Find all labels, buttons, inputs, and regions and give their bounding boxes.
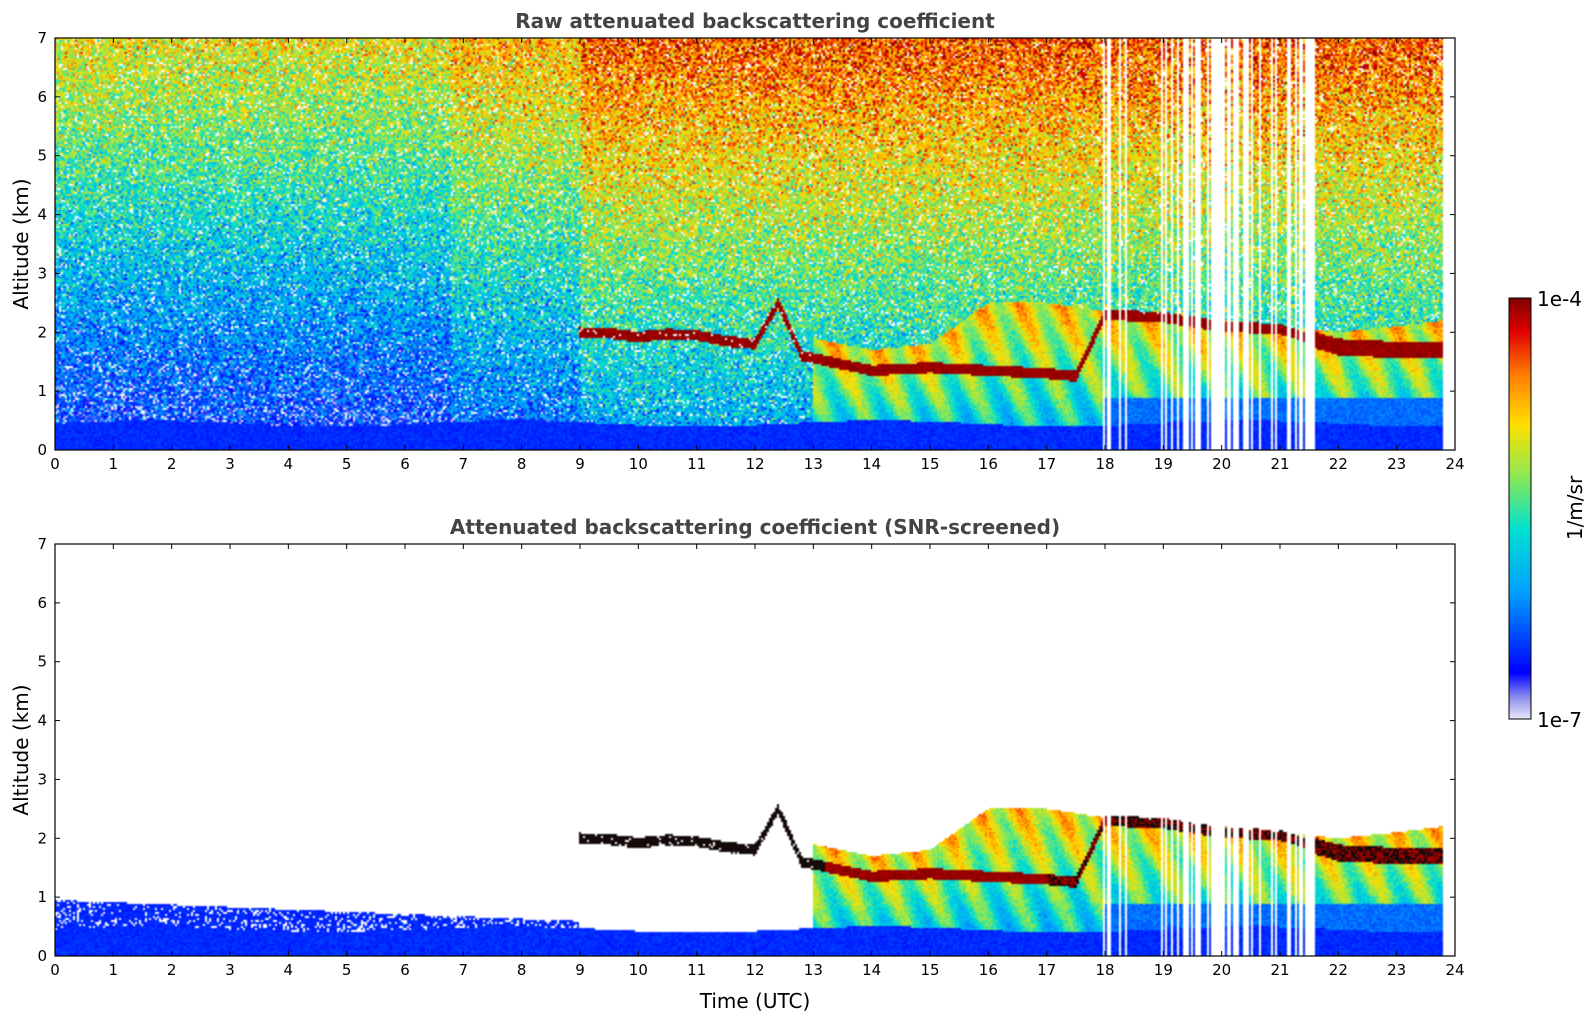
x-tick-label: 12 [745, 455, 764, 473]
x-tick-label: 16 [979, 961, 998, 979]
y-tick-label: 2 [37, 323, 47, 341]
x-tick-label: 4 [284, 961, 294, 979]
y-tick-label: 3 [37, 264, 47, 282]
x-tick-label: 15 [920, 961, 939, 979]
y-tick-label: 1 [37, 888, 47, 906]
x-tick-label: 20 [1212, 961, 1231, 979]
x-tick-label: 14 [862, 455, 881, 473]
x-tick-label: 5 [342, 961, 352, 979]
panel-1-y-axis: 0 1 2 3 4 5 6 7 [37, 29, 1455, 459]
x-tick-label: 18 [1095, 961, 1114, 979]
x-tick-label: 14 [862, 961, 881, 979]
x-tick-label: 11 [687, 961, 706, 979]
x-tick-label: 2 [167, 455, 177, 473]
y-tick-label: 6 [37, 88, 47, 106]
x-tick-label: 20 [1212, 455, 1231, 473]
y-tick-label: 4 [37, 712, 47, 730]
x-tick-label: 17 [1037, 961, 1056, 979]
colorbar-gradient [1508, 297, 1532, 720]
x-tick-label: 3 [225, 961, 235, 979]
x-tick-label: 17 [1037, 455, 1056, 473]
y-tick-label: 3 [37, 770, 47, 788]
x-tick-label: 19 [1154, 455, 1173, 473]
panel-1-heatmap [55, 38, 1455, 450]
x-tick-label: 2 [167, 961, 177, 979]
x-tick-label: 23 [1387, 961, 1406, 979]
x-tick-label: 12 [745, 961, 764, 979]
y-tick-label: 7 [37, 535, 47, 553]
x-tick-label: 16 [979, 455, 998, 473]
screened-backscatter-panel: Attenuated backscattering coefficient (S… [9, 515, 1465, 1013]
colorbar: 1e-4 1e-7 1/m/sr [1508, 287, 1587, 732]
y-tick-label: 2 [37, 829, 47, 847]
y-tick-label: 4 [37, 206, 47, 224]
x-tick-label: 19 [1154, 961, 1173, 979]
x-tick-label: 24 [1445, 455, 1464, 473]
panel-1-x-axis: 0 1 2 3 4 5 6 7 8 9 10 11 12 13 14 15 16 17 18 19 20 21 22 23 24 [50, 38, 1465, 473]
x-tick-label: 0 [50, 455, 60, 473]
panel-2-ylabel: Altitude (km) [9, 684, 33, 815]
y-tick-label: 1 [37, 382, 47, 400]
panel-2-title: Attenuated backscattering coefficient (S… [450, 515, 1060, 539]
colorbar-min-label: 1e-7 [1537, 708, 1582, 732]
colorbar-unit-label: 1/m/sr [1563, 475, 1587, 540]
x-tick-label: 11 [687, 455, 706, 473]
x-tick-label: 22 [1329, 455, 1348, 473]
panel-1-ylabel: Altitude (km) [9, 178, 33, 309]
x-tick-label: 15 [920, 455, 939, 473]
colorbar-max-label: 1e-4 [1537, 287, 1582, 311]
panel-2-x-axis: 0 1 2 3 4 5 6 7 8 9 10 11 12 13 14 15 16 17 18 19 20 21 22 23 24 [50, 544, 1465, 979]
x-tick-label: 21 [1270, 961, 1289, 979]
x-tick-label: 22 [1329, 961, 1348, 979]
x-tick-label: 21 [1270, 455, 1289, 473]
panel-2-y-axis: 0 1 2 3 4 5 6 7 [37, 535, 1455, 965]
x-tick-label: 10 [629, 961, 648, 979]
x-tick-label: 1 [109, 961, 119, 979]
y-tick-label: 5 [37, 147, 47, 165]
x-tick-label: 23 [1387, 455, 1406, 473]
x-tick-label: 9 [575, 961, 585, 979]
x-tick-label: 13 [804, 961, 823, 979]
x-tick-label: 4 [284, 455, 294, 473]
x-tick-label: 7 [459, 455, 469, 473]
panel-1-title: Raw attenuated backscattering coefficien… [515, 9, 995, 33]
x-tick-label: 7 [459, 961, 469, 979]
panel-2-heatmap [55, 544, 1455, 956]
x-tick-label: 3 [225, 455, 235, 473]
y-tick-label: 6 [37, 594, 47, 612]
x-tick-label: 5 [342, 455, 352, 473]
x-tick-label: 6 [400, 455, 410, 473]
x-tick-label: 1 [109, 455, 119, 473]
x-tick-label: 18 [1095, 455, 1114, 473]
x-tick-label: 8 [517, 455, 527, 473]
raw-backscatter-panel: Raw attenuated backscattering coefficien… [9, 9, 1465, 473]
x-tick-label: 24 [1445, 961, 1464, 979]
panel-2-xlabel: Time (UTC) [699, 989, 811, 1013]
y-tick-label: 0 [37, 441, 47, 459]
y-tick-label: 5 [37, 653, 47, 671]
x-tick-label: 13 [804, 455, 823, 473]
x-tick-label: 8 [517, 961, 527, 979]
x-tick-label: 9 [575, 455, 585, 473]
x-tick-label: 0 [50, 961, 60, 979]
x-tick-label: 10 [629, 455, 648, 473]
x-tick-label: 6 [400, 961, 410, 979]
y-tick-label: 0 [37, 947, 47, 965]
y-tick-label: 7 [37, 29, 47, 47]
